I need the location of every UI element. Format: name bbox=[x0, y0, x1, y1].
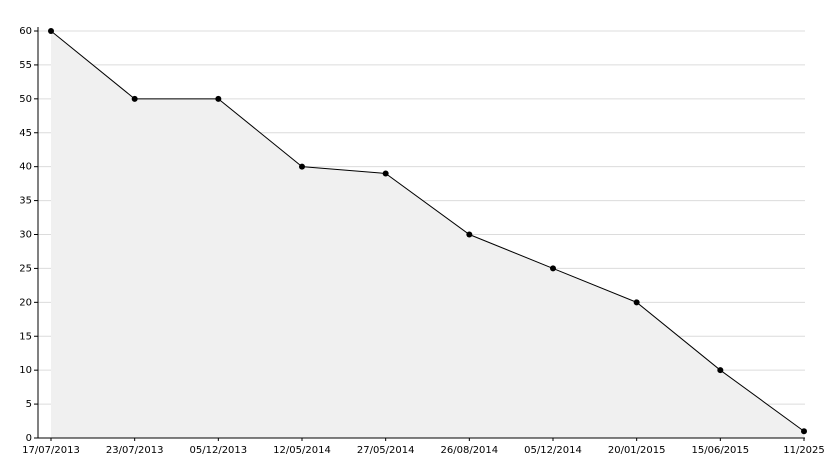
point bbox=[550, 265, 556, 272]
point bbox=[633, 299, 640, 306]
y-tick-label: 35 bbox=[19, 196, 32, 207]
y-tick-label: 20 bbox=[19, 297, 32, 308]
x-tick-label: 26/08/2014 bbox=[441, 445, 499, 456]
point bbox=[299, 163, 305, 170]
x-tick-label: 27/05/2014 bbox=[357, 445, 415, 456]
x-tick-label: 17/07/2013 bbox=[22, 445, 80, 456]
y-tick-label: 60 bbox=[19, 26, 32, 37]
point bbox=[48, 28, 54, 34]
point bbox=[215, 95, 222, 102]
y-tick-label: 25 bbox=[19, 263, 32, 274]
x-tick-label: 15/06/2015 bbox=[692, 445, 750, 456]
y-tick-label: 10 bbox=[19, 365, 32, 376]
point bbox=[717, 367, 724, 374]
x-tick-label: 05/12/2014 bbox=[524, 445, 582, 456]
x-tick-label: 05/12/2013 bbox=[190, 445, 248, 456]
line bbox=[50, 30, 805, 432]
x-tick-label: 20/01/2015 bbox=[608, 445, 666, 456]
point bbox=[382, 170, 389, 177]
point bbox=[466, 231, 473, 238]
y-tick-label: 50 bbox=[19, 94, 32, 105]
point bbox=[131, 95, 138, 102]
y-tick-label: 5 bbox=[26, 399, 32, 410]
x-tick-label: 12/05/2014 bbox=[273, 445, 331, 456]
y-tick-label: 0 bbox=[26, 433, 32, 444]
y-tick-label: 30 bbox=[19, 230, 32, 241]
y-tick-label: 45 bbox=[19, 128, 32, 139]
y-tick-label: 55 bbox=[19, 60, 32, 71]
point bbox=[801, 428, 807, 435]
x-tick-label: 11/2025 bbox=[783, 445, 825, 456]
x-tick-label: 23/07/2013 bbox=[106, 445, 164, 456]
area-fill bbox=[51, 31, 804, 438]
y-tick-label: 40 bbox=[19, 162, 32, 173]
y-tick-label: 15 bbox=[19, 331, 32, 342]
